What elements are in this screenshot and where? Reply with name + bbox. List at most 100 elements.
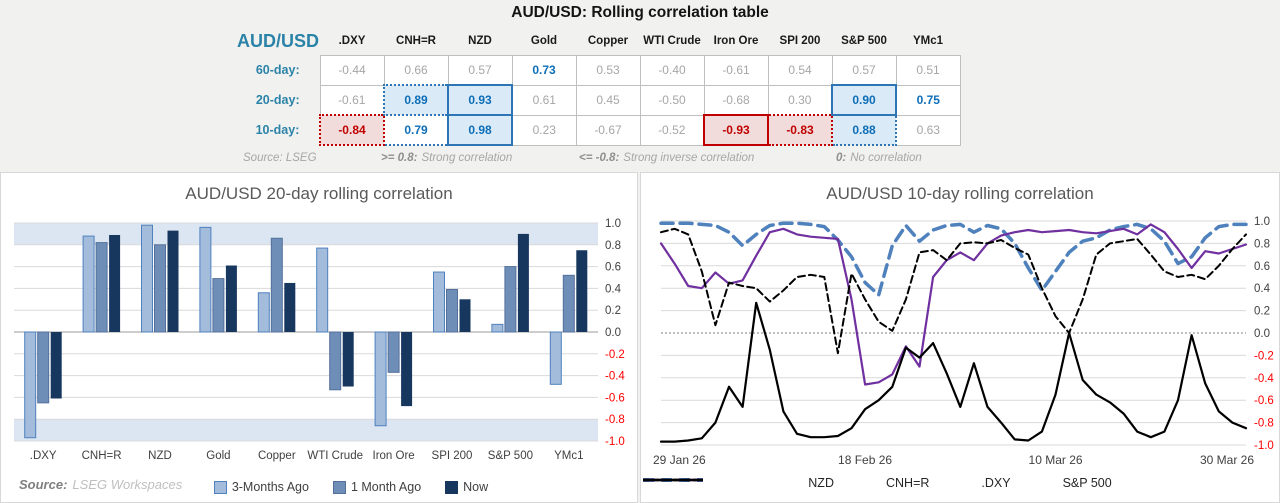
- column-header: Gold: [530, 35, 558, 48]
- legend-item: S&P 500: [643, 476, 1112, 490]
- corr-cell: 0.73: [511, 54, 577, 86]
- corr-cell: 0.30: [767, 84, 833, 116]
- highlight-bands: [14, 223, 598, 441]
- column-header: Copper: [587, 35, 629, 48]
- y-axis-label: -0.8: [1254, 418, 1274, 430]
- legend-line-sample: [643, 478, 703, 482]
- bar-chart-source-note: Source: LSEG Workspaces: [19, 477, 182, 492]
- corr-cell: -0.67: [575, 114, 641, 146]
- row-label: 10-day:: [255, 123, 300, 137]
- bar: [517, 233, 529, 332]
- legend-swatch: [213, 480, 227, 494]
- bar: [50, 332, 62, 399]
- x-axis-label: YMc1: [554, 450, 583, 462]
- corr-cell: -0.61: [319, 84, 385, 116]
- source-label: Source:: [19, 477, 68, 492]
- threshold-band: [14, 419, 598, 441]
- table-row: 20-day: -0.61 0.89 0.93 0.61 0.45 -0.50 -0.68 0.…: [236, 84, 961, 116]
- legend-item: Now: [445, 480, 488, 494]
- row-label: 60-day:: [255, 63, 300, 77]
- y-axis-label: -0.4: [605, 371, 625, 383]
- bar: [154, 244, 166, 333]
- legend-item: NZD: [643, 476, 834, 490]
- threshold-key: 0:: [836, 152, 847, 164]
- corr-cell: 0.23: [511, 114, 577, 146]
- corr-cell: 0.51: [895, 54, 961, 86]
- y-axis-label: 0.8: [1254, 238, 1270, 250]
- corr-cell: -0.52: [639, 114, 705, 146]
- x-axis-label: .DXY: [30, 450, 57, 462]
- corr-cell: 0.93: [447, 84, 513, 116]
- series-line-nzd: [659, 221, 1248, 297]
- line-chart-legend: NZD CNH=R .DXY S&P 500: [641, 476, 1279, 490]
- corr-cell: -0.40: [639, 54, 705, 86]
- corr-cell: -0.83: [767, 114, 833, 146]
- legend-label: 1 Month Ago: [350, 480, 422, 494]
- x-axis-label: 30 Mar 26: [1200, 453, 1254, 467]
- bar: [212, 278, 225, 333]
- legend-swatch: [332, 480, 346, 494]
- legend-label: Now: [463, 480, 489, 494]
- y-axis-label: -1.0: [1254, 440, 1274, 452]
- y-axis-label: 1.0: [1254, 216, 1270, 228]
- bar: [199, 226, 212, 333]
- legend-label: 3-Months Ago: [231, 480, 309, 494]
- row-label: 20-day:: [255, 93, 300, 107]
- series-line-cnh-r: [659, 223, 1248, 386]
- legend-label: S&P 500: [1062, 476, 1112, 490]
- corr-cell: -0.84: [319, 114, 385, 146]
- column-header: .DXY: [338, 35, 366, 48]
- y-axis-label: 0.6: [605, 262, 621, 274]
- bar: [109, 234, 121, 332]
- y-axis-labels: 1.0 0.8 0.6 0.4 0.2 0.0 -0.2 -0.4 -0.6 -0.8 -1.0: [1254, 216, 1274, 452]
- corr-cell: 0.89: [383, 84, 449, 116]
- bar: [167, 230, 179, 332]
- y-axis-label: -0.4: [1254, 373, 1274, 385]
- threshold-legend-item: 0: No correlation: [836, 152, 922, 164]
- bar: [95, 242, 108, 333]
- y-axis-label: 0.8: [605, 240, 621, 252]
- x-axis-label: Iron Ore: [373, 450, 415, 462]
- bar: [270, 237, 283, 333]
- corr-cell: 0.90: [831, 84, 897, 116]
- source-text: LSEG Workspaces: [72, 477, 183, 492]
- y-axis-label: -0.2: [605, 349, 625, 361]
- bar: [82, 235, 95, 333]
- corr-cell: 0.63: [895, 114, 961, 146]
- table-row: 10-day: -0.84 0.79 0.98 0.23 -0.67 -0.52 -0.93-…: [236, 114, 961, 146]
- x-axis-labels: 29 Jan 26 18 Feb 26 10 Mar 26 30 Mar 26: [653, 453, 1254, 467]
- legend-item: 3-Months Ago: [213, 480, 309, 494]
- x-axis-label: Gold: [206, 450, 230, 462]
- bar: [491, 323, 504, 333]
- bar: [342, 332, 354, 387]
- legend-item: .DXY: [643, 476, 1011, 490]
- y-axis-label: 0.0: [605, 327, 621, 339]
- legend-item: 1 Month Ago: [332, 480, 422, 494]
- y-axis-label: 0.2: [1254, 306, 1270, 318]
- column-header: S&P 500: [841, 35, 887, 48]
- threshold-legend-item: >= 0.8: Strong correlation: [381, 152, 512, 164]
- y-axis-label: -0.8: [605, 414, 625, 426]
- legend-label: CNH=R: [885, 476, 930, 490]
- corr-cell: 0.45: [575, 84, 641, 116]
- column-header: WTI Crude: [643, 35, 701, 48]
- series-line--dxy: [659, 301, 1248, 443]
- bar: [401, 332, 413, 407]
- y-axis-label: 0.6: [1254, 261, 1270, 273]
- x-axis-label: Copper: [258, 450, 296, 462]
- bar: [374, 331, 387, 427]
- corr-cell: 0.53: [575, 54, 641, 86]
- series-line-s-p-500: [660, 227, 1247, 355]
- bar-chart-legend: 3-Months Ago 1 Month Ago Now: [71, 480, 631, 494]
- bar: [316, 247, 329, 333]
- corr-cell: 0.79: [383, 114, 449, 146]
- threshold-key: <= -0.8:: [579, 152, 620, 164]
- column-header: SPI 200: [779, 35, 821, 48]
- bar: [257, 292, 270, 333]
- bar: [549, 331, 562, 385]
- x-axis-label: 29 Jan 26: [653, 453, 706, 467]
- legend-label: .DXY: [981, 476, 1011, 490]
- threshold-legend-item: <= -0.8: Strong inverse correlation: [579, 152, 754, 164]
- line-chart-panel: 1.0 0.8 0.6 0.4 0.2 0.0 -0.2 -0.4 -0.6 -0.8 -1.0 29…: [640, 172, 1280, 503]
